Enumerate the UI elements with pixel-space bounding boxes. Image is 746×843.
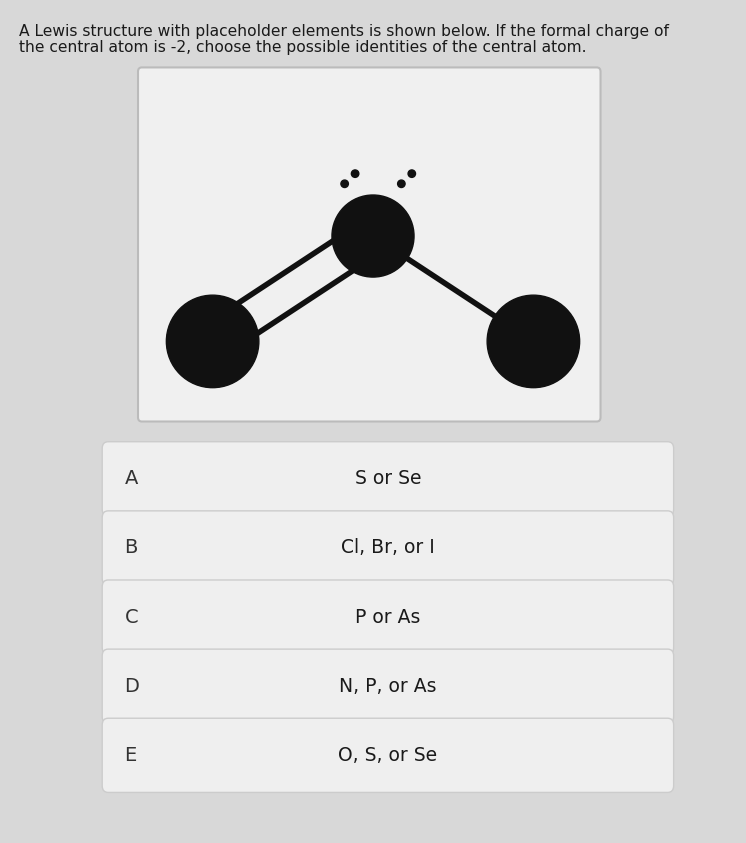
- Text: N, P, or As: N, P, or As: [339, 677, 436, 695]
- FancyBboxPatch shape: [102, 511, 674, 585]
- Text: B: B: [125, 539, 138, 557]
- FancyBboxPatch shape: [102, 718, 674, 792]
- Text: D: D: [125, 677, 140, 695]
- Ellipse shape: [487, 295, 580, 388]
- Ellipse shape: [408, 170, 416, 177]
- FancyBboxPatch shape: [138, 67, 601, 422]
- FancyBboxPatch shape: [102, 580, 674, 654]
- Text: P or As: P or As: [355, 608, 421, 626]
- Text: A Lewis structure with placeholder elements is shown below. If the formal charge: A Lewis structure with placeholder eleme…: [19, 24, 668, 39]
- Text: Cl, Br, or I: Cl, Br, or I: [341, 539, 435, 557]
- Text: C: C: [125, 608, 138, 626]
- Text: O, S, or Se: O, S, or Se: [339, 746, 437, 765]
- Text: the central atom is -2, choose the possible identities of the central atom.: the central atom is -2, choose the possi…: [19, 40, 586, 56]
- Ellipse shape: [398, 180, 405, 187]
- FancyBboxPatch shape: [102, 442, 674, 516]
- Ellipse shape: [166, 295, 259, 388]
- Text: S or Se: S or Se: [354, 470, 421, 488]
- Text: A: A: [125, 470, 138, 488]
- Ellipse shape: [341, 180, 348, 187]
- FancyBboxPatch shape: [102, 649, 674, 723]
- Text: E: E: [125, 746, 137, 765]
- Ellipse shape: [332, 195, 414, 277]
- Ellipse shape: [351, 170, 359, 177]
